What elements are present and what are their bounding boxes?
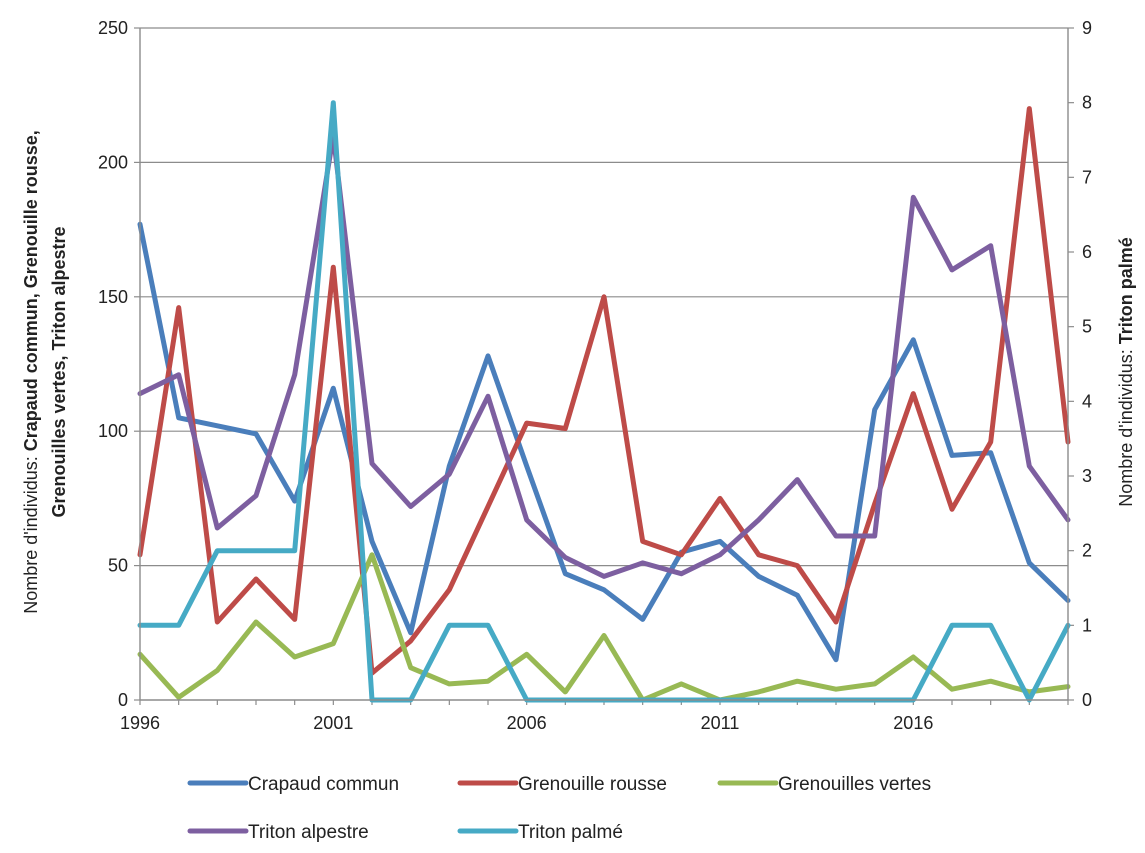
legend-label-grenouilles-vertes: Grenouilles vertes	[778, 774, 931, 795]
right-tick-label: 2	[1082, 541, 1092, 561]
right-tick-label: 4	[1082, 391, 1092, 411]
right-axis-title-prefix: Nombre d'individus:	[1116, 344, 1136, 507]
x-tick-label: 2001	[313, 713, 353, 733]
left-tick-label: 0	[118, 690, 128, 710]
series-lines	[137, 100, 1071, 703]
right-axis-title: Nombre d'individus: Triton palmé	[1116, 237, 1136, 507]
legend-label-triton-alpestre: Triton alpestre	[248, 822, 369, 843]
series-line-triton-palme	[137, 100, 1071, 703]
right-tick-label: 1	[1082, 615, 1092, 635]
x-axis-ticks: 1996 2001 2006 2011 2016	[120, 700, 1069, 733]
x-tick-label: 2016	[893, 713, 933, 733]
axes	[139, 28, 1069, 701]
right-tick-label: 3	[1082, 466, 1092, 486]
right-axis-title-bold: Triton palmé	[1116, 237, 1136, 344]
left-axis-title: Nombre d'individus: Crapaud commun, Gren…	[21, 130, 69, 614]
right-tick-label: 7	[1082, 167, 1092, 187]
left-tick-label: 50	[108, 556, 128, 576]
x-tick-label: 2006	[507, 713, 547, 733]
left-tick-label: 150	[98, 287, 128, 307]
series-line-triton-alpestre	[137, 133, 1071, 579]
legend-label-crapaud-commun: Crapaud commun	[248, 774, 399, 795]
x-tick-label: 1996	[120, 713, 160, 733]
legend-label-grenouille-rousse: Grenouille rousse	[518, 774, 667, 795]
svg-text:Nombre d'individus: Crapaud co: Nombre d'individus: Crapaud commun, Gren…	[21, 130, 41, 614]
right-tick-label: 5	[1082, 317, 1092, 337]
right-axis-ticks: 0 1 2 3 4 5 6 7 8 9	[1068, 18, 1092, 710]
left-tick-label: 100	[98, 421, 128, 441]
series-line-grenouille-rousse	[137, 106, 1071, 676]
x-tick-label: 2011	[701, 713, 740, 733]
legend-label-triton-palme: Triton palmé	[518, 822, 623, 843]
series-line-grenouilles-vertes	[137, 552, 1071, 703]
series-line-crapaud-commun	[137, 221, 1071, 663]
svg-text:Nombre d'individus: Triton pal: Nombre d'individus: Triton palmé	[1116, 237, 1136, 507]
right-tick-label: 8	[1082, 93, 1092, 113]
left-tick-label: 200	[98, 152, 128, 172]
left-tick-label: 250	[98, 18, 128, 38]
legend: Crapaud commun Grenouille rousse Grenouill…	[187, 774, 931, 843]
left-axis-ticks: 0 50 100 150 200 250	[98, 18, 140, 710]
left-axis-title-line2: Grenouilles vertes, Triton alpestre	[49, 226, 69, 517]
right-tick-label: 9	[1082, 18, 1092, 38]
right-tick-label: 6	[1082, 242, 1092, 262]
right-tick-label: 0	[1082, 690, 1092, 710]
left-axis-title-line1: Crapaud commun, Grenouille rousse,	[21, 130, 41, 451]
left-axis-title-prefix: Nombre d'individus:	[21, 451, 41, 614]
